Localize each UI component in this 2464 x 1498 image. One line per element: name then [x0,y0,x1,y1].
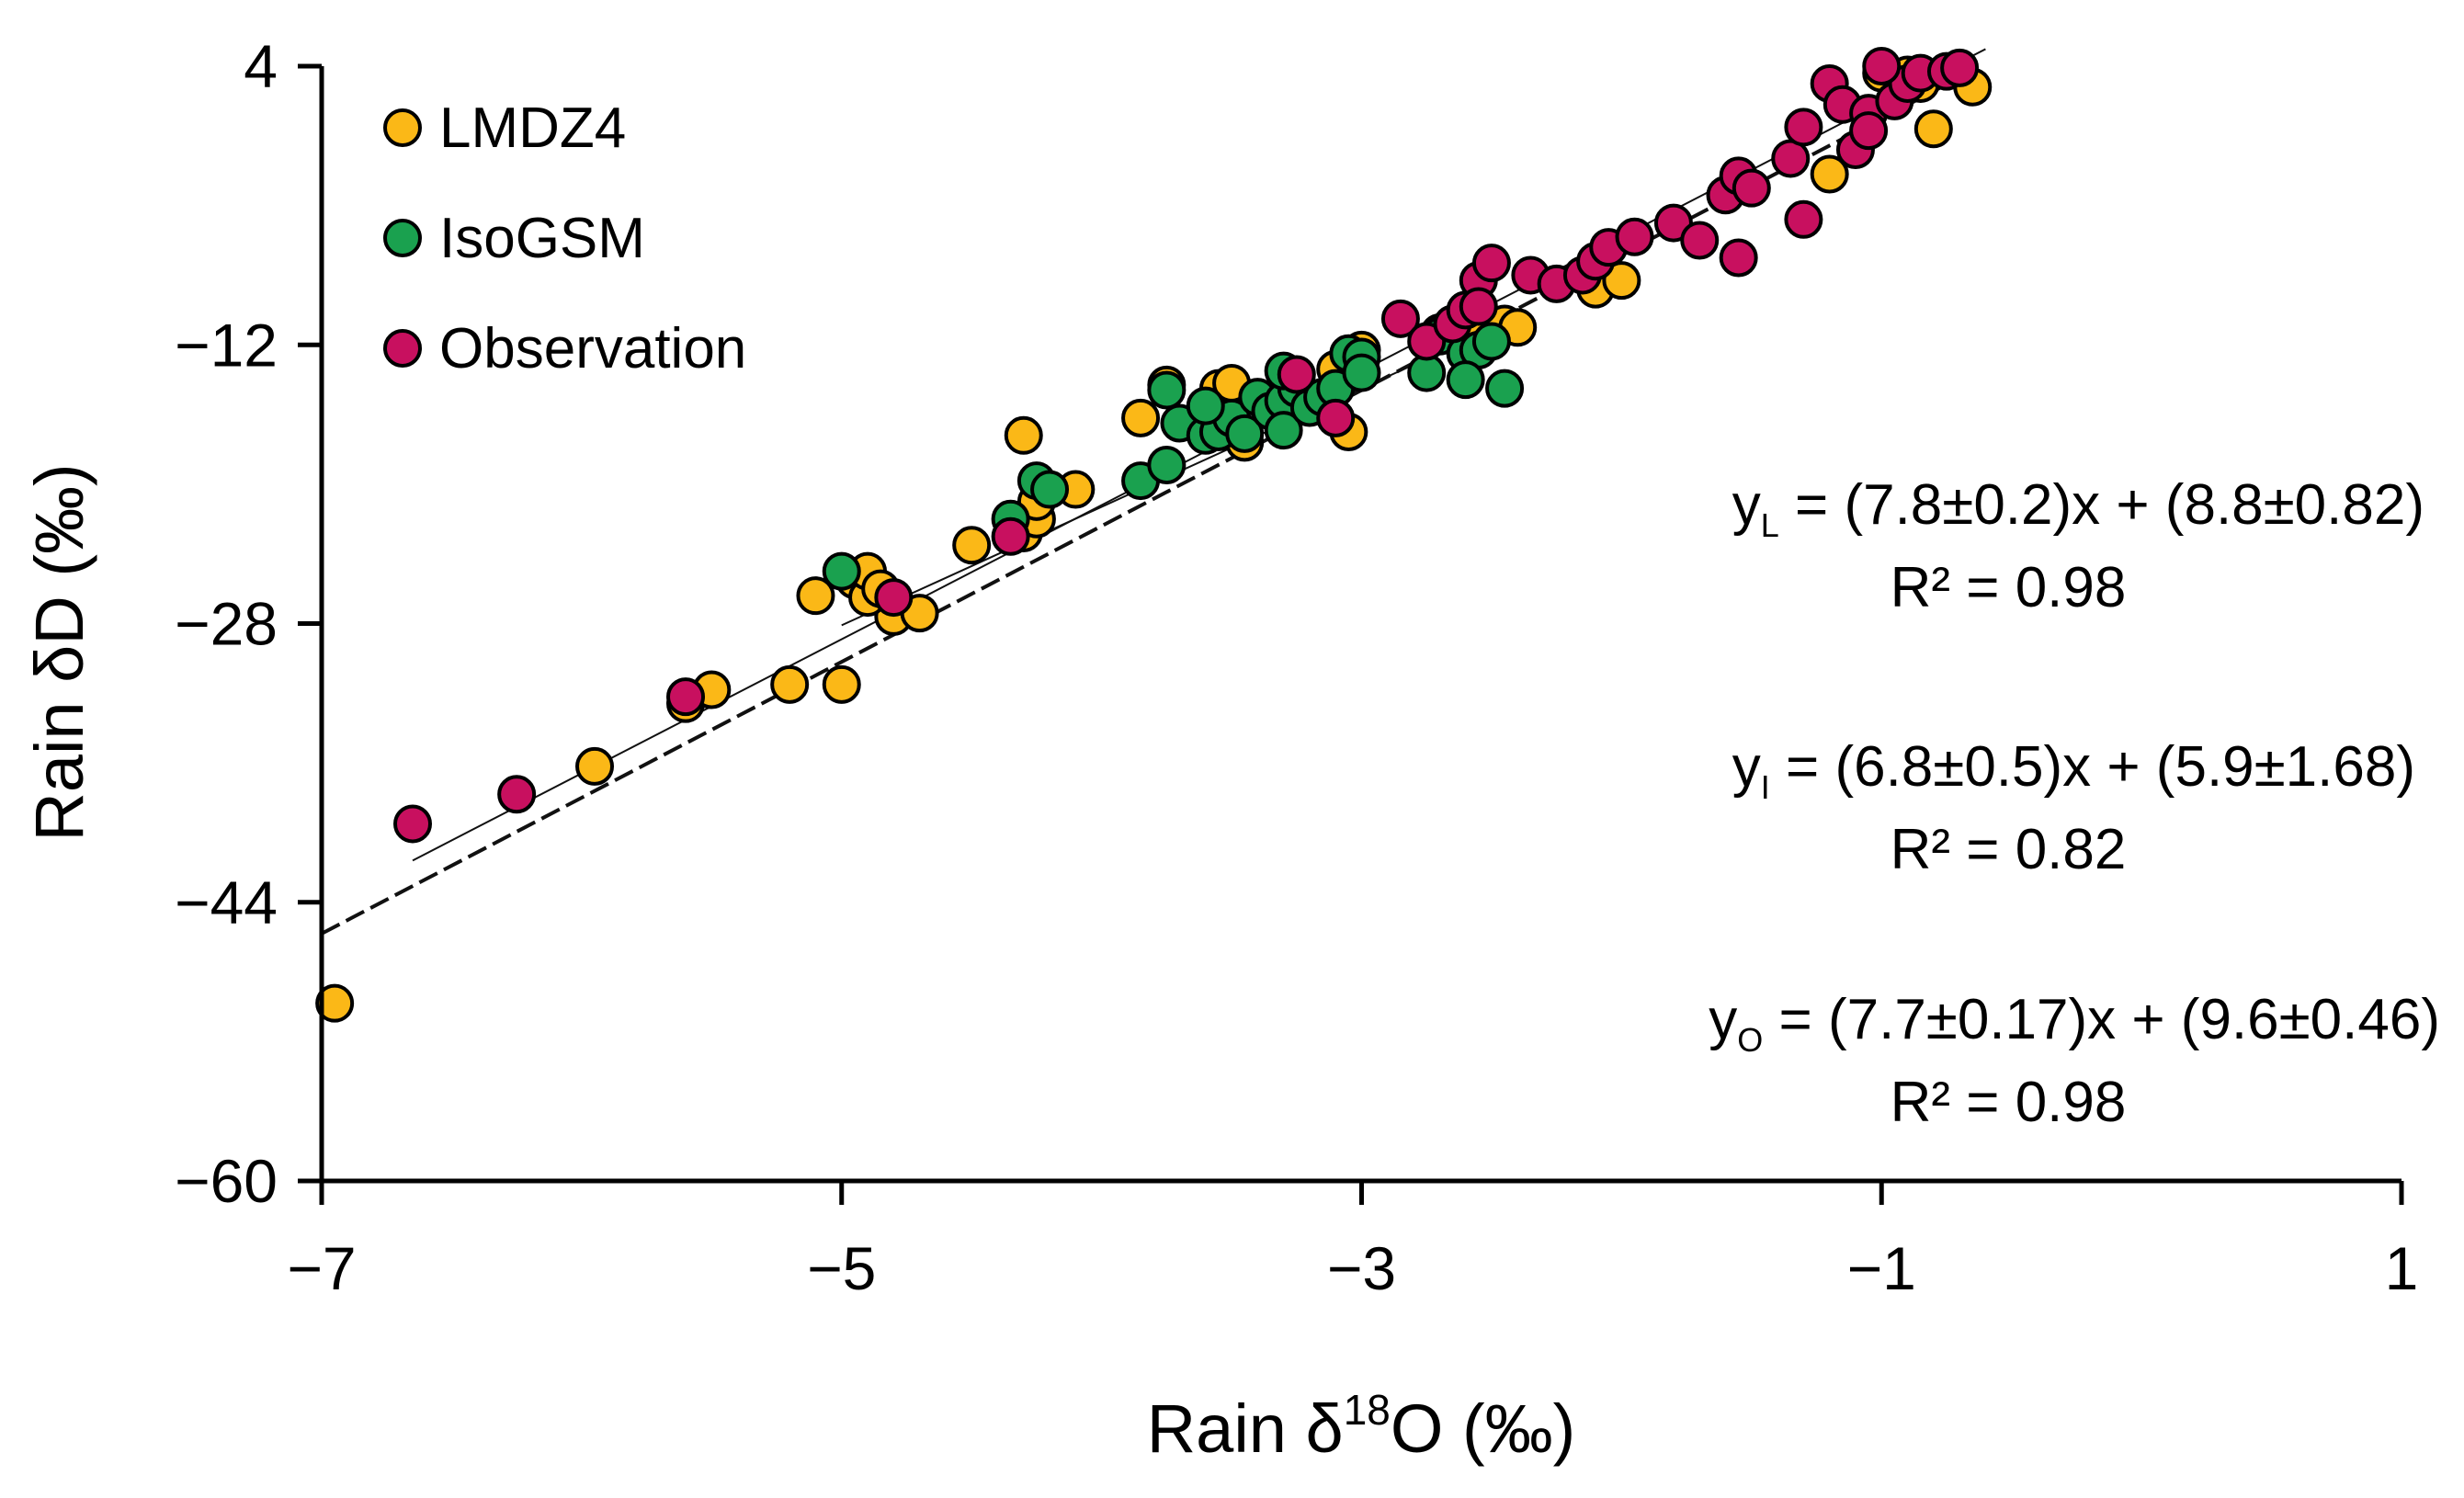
axis-ticks: −7 −5 −3 −1 1 4 −12 −28 −44 −60 [175,32,2418,1302]
x-tick-label: 1 [2385,1234,2419,1302]
data-point [1446,360,1485,400]
data-point [822,664,861,704]
x-axis-label: Rain δ18O (‰) [1147,1386,1576,1467]
data-point [1862,47,1902,85]
y-tick-label: −60 [175,1147,278,1215]
y-axis-label: Rain δD (‰) [21,463,97,841]
data-point [1810,154,1849,194]
data-point [1615,217,1654,256]
data-point [1342,353,1381,392]
data-point [1121,398,1161,437]
data-point [1147,446,1187,485]
data-point [1471,244,1511,283]
equation-isogsm: yI = (6.8±0.5)x + (5.9±1.68) [1732,735,2415,806]
data-point [1030,470,1070,509]
legend-marker-observation [383,329,422,368]
data-point [1849,111,1889,151]
data-point [393,804,433,844]
y-tick-label: −44 [175,868,278,936]
fit-line [321,69,1974,936]
data-point [1653,203,1693,243]
data-point [1004,415,1043,455]
data-point [874,578,914,618]
legend: LMDZ4 IsoGSM Observation [383,96,746,380]
x-tick-label: −5 [807,1234,876,1302]
r-squared-isogsm: R² = 0.82 [1891,818,2127,881]
data-point [1732,168,1771,208]
data-point [1913,109,1953,149]
data-point [1277,355,1316,394]
data-point [575,746,615,786]
data-point [1471,322,1511,361]
data-point [822,551,861,591]
data-point [1316,398,1356,437]
data-point [1784,199,1823,239]
legend-label-isogsm: IsoGSM [439,207,645,270]
data-point [1225,414,1265,453]
legend-marker-isogsm [383,219,422,257]
data-point [666,677,706,717]
legend-label-observation: Observation [439,317,746,380]
data-points [315,47,1993,1023]
y-tick-label: 4 [244,32,278,100]
data-point [796,576,835,616]
r-squared-observation: R² = 0.98 [1891,1071,2127,1134]
data-point [1485,369,1525,408]
y-tick-label: −12 [175,311,278,379]
legend-label-lmdz4: LMDZ4 [439,96,626,160]
data-point [1264,411,1303,450]
x-tick-label: −3 [1327,1234,1396,1302]
data-point [1147,370,1187,410]
data-point [1940,48,1980,87]
data-point [1186,386,1225,426]
data-point [1719,238,1758,278]
equation-lmdz4: yL = (7.8±0.2)x + (8.8±0.82) [1732,473,2424,544]
data-point [1380,299,1420,338]
data-point [1602,261,1641,301]
data-point [1459,287,1498,326]
regression-annotations: yL = (7.8±0.2)x + (8.8±0.82) R² = 0.98 y… [1709,473,2440,1134]
series-observation [393,47,1980,844]
data-point [1784,108,1823,147]
data-point [952,526,992,565]
data-point [1407,322,1447,361]
x-tick-label: −7 [287,1234,356,1302]
equation-observation: yO = (7.7±0.17)x + (9.6±0.46) [1709,988,2440,1059]
x-axis-label-superscript: 18 [1344,1386,1391,1434]
y-tick-label: −28 [175,590,278,658]
x-tick-label: −1 [1847,1234,1916,1302]
data-point [315,983,355,1023]
legend-marker-lmdz4 [383,108,422,147]
r-squared-lmdz4: R² = 0.98 [1891,556,2127,619]
data-point [991,516,1030,556]
data-point [1680,221,1720,260]
data-point [497,775,537,814]
data-point [770,664,810,704]
series-isogsm [822,316,1525,591]
